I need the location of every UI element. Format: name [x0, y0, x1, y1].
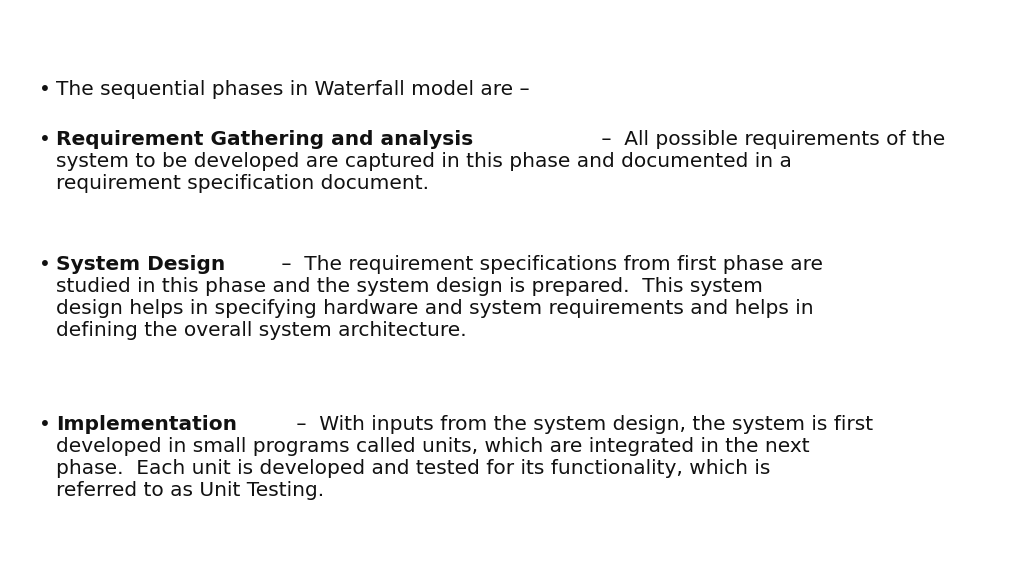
Text: •: •	[39, 415, 51, 434]
Text: phase.  Each unit is developed and tested for its functionality, which is: phase. Each unit is developed and tested…	[56, 459, 771, 478]
Text: studied in this phase and the system design is prepared.  This system: studied in this phase and the system des…	[56, 277, 763, 296]
Text: –  All possible requirements of the: – All possible requirements of the	[595, 130, 945, 149]
Text: System Design: System Design	[56, 255, 225, 274]
Text: referred to as Unit Testing.: referred to as Unit Testing.	[56, 481, 325, 500]
Text: Requirement Gathering and analysis: Requirement Gathering and analysis	[56, 130, 473, 149]
Text: –  The requirement specifications from first phase are: – The requirement specifications from fi…	[274, 255, 822, 274]
Text: •: •	[39, 130, 51, 149]
Text: defining the overall system architecture.: defining the overall system architecture…	[56, 321, 467, 340]
Text: The sequential phases in Waterfall model are –: The sequential phases in Waterfall model…	[56, 80, 530, 99]
Text: •: •	[39, 255, 51, 274]
Text: –  With inputs from the system design, the system is first: – With inputs from the system design, th…	[290, 415, 873, 434]
Text: •: •	[39, 80, 51, 99]
Text: design helps in specifying hardware and system requirements and helps in: design helps in specifying hardware and …	[56, 299, 814, 318]
Text: system to be developed are captured in this phase and documented in a: system to be developed are captured in t…	[56, 152, 793, 171]
Text: developed in small programs called units, which are integrated in the next: developed in small programs called units…	[56, 437, 810, 456]
Text: Implementation: Implementation	[56, 415, 238, 434]
Text: requirement specification document.: requirement specification document.	[56, 174, 429, 193]
